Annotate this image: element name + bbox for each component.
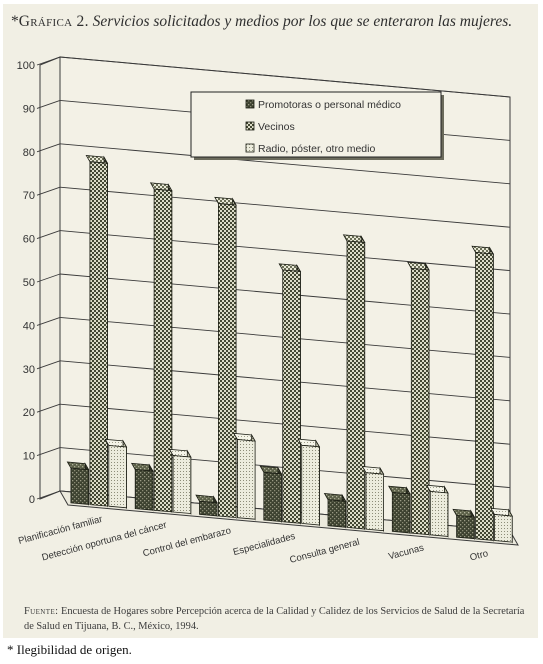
y-tick-label: 10 bbox=[23, 451, 35, 463]
bar-front bbox=[347, 241, 365, 529]
source-text: Encuesta de Hogares sobre Percepción ace… bbox=[24, 606, 524, 632]
bar-front bbox=[200, 501, 218, 516]
bar bbox=[196, 495, 217, 516]
side-wall bbox=[40, 57, 60, 499]
bar bbox=[389, 486, 410, 533]
y-tick-label: 90 bbox=[23, 103, 35, 115]
bar-front bbox=[495, 515, 513, 543]
bar-front bbox=[71, 468, 89, 504]
bar-front bbox=[135, 470, 153, 511]
legend-swatch bbox=[246, 122, 254, 130]
legend: Promotoras o personal médico Vecinos Radio… bbox=[191, 92, 444, 160]
bar-front bbox=[173, 456, 191, 514]
x-tick-label: Otro bbox=[469, 548, 490, 563]
bar bbox=[170, 449, 191, 513]
bar bbox=[408, 262, 429, 535]
y-tick-label: 70 bbox=[23, 190, 35, 202]
bar-front bbox=[302, 445, 320, 525]
bar bbox=[472, 246, 493, 540]
source-note: Fuente: Encuesta de Hogares sobre Percep… bbox=[24, 604, 534, 634]
y-tick-label: 60 bbox=[23, 234, 35, 246]
legend-swatch bbox=[246, 100, 254, 108]
bar-front bbox=[476, 252, 494, 540]
bar bbox=[279, 264, 300, 524]
bar bbox=[325, 494, 346, 528]
y-tick-label: 100 bbox=[17, 60, 35, 72]
bar bbox=[151, 183, 172, 512]
source-label: Fuente: bbox=[24, 606, 58, 617]
bar bbox=[215, 197, 236, 517]
legend-label: Vecinos bbox=[258, 121, 295, 133]
bar-front bbox=[366, 473, 384, 531]
y-tick-label: 0 bbox=[29, 494, 35, 506]
y-tick-label: 80 bbox=[23, 147, 35, 159]
legend-label: Promotoras o personal médico bbox=[258, 99, 401, 111]
bar-front bbox=[90, 162, 108, 506]
bar-front bbox=[457, 516, 475, 539]
y-tick-label: 30 bbox=[23, 364, 35, 376]
bar bbox=[234, 433, 255, 519]
y-tick-label: 40 bbox=[23, 320, 35, 332]
bar-front bbox=[109, 446, 127, 508]
y-axis: 0 10 20 30 40 50 60 70 80 90 100 bbox=[17, 60, 40, 506]
bar bbox=[491, 508, 512, 542]
bar bbox=[363, 467, 384, 531]
bar bbox=[105, 439, 126, 508]
x-tick-label: Vacunas bbox=[387, 542, 425, 562]
bar-front bbox=[283, 270, 301, 523]
legend-label: Radio, póster, otro medio bbox=[258, 143, 375, 155]
bar-front bbox=[430, 491, 448, 536]
bar-front bbox=[154, 189, 172, 512]
bar-front bbox=[392, 492, 410, 533]
bar-front bbox=[411, 268, 429, 534]
bar bbox=[298, 439, 319, 525]
bar-front bbox=[218, 204, 236, 518]
y-tick-label: 50 bbox=[23, 277, 35, 289]
bar-front bbox=[264, 472, 282, 521]
footnote: * Ilegibilidad de origen. bbox=[7, 642, 132, 658]
x-tick-label: Consulta general bbox=[289, 537, 361, 566]
bar bbox=[453, 509, 474, 538]
bar bbox=[344, 235, 365, 529]
y-tick-label: 20 bbox=[23, 407, 35, 419]
legend-swatch bbox=[246, 144, 254, 152]
x-tick-label: Especialidades bbox=[232, 531, 297, 558]
bar bbox=[67, 462, 88, 504]
bar-front bbox=[237, 440, 255, 520]
bar-front bbox=[328, 500, 346, 528]
bar bbox=[132, 463, 153, 510]
